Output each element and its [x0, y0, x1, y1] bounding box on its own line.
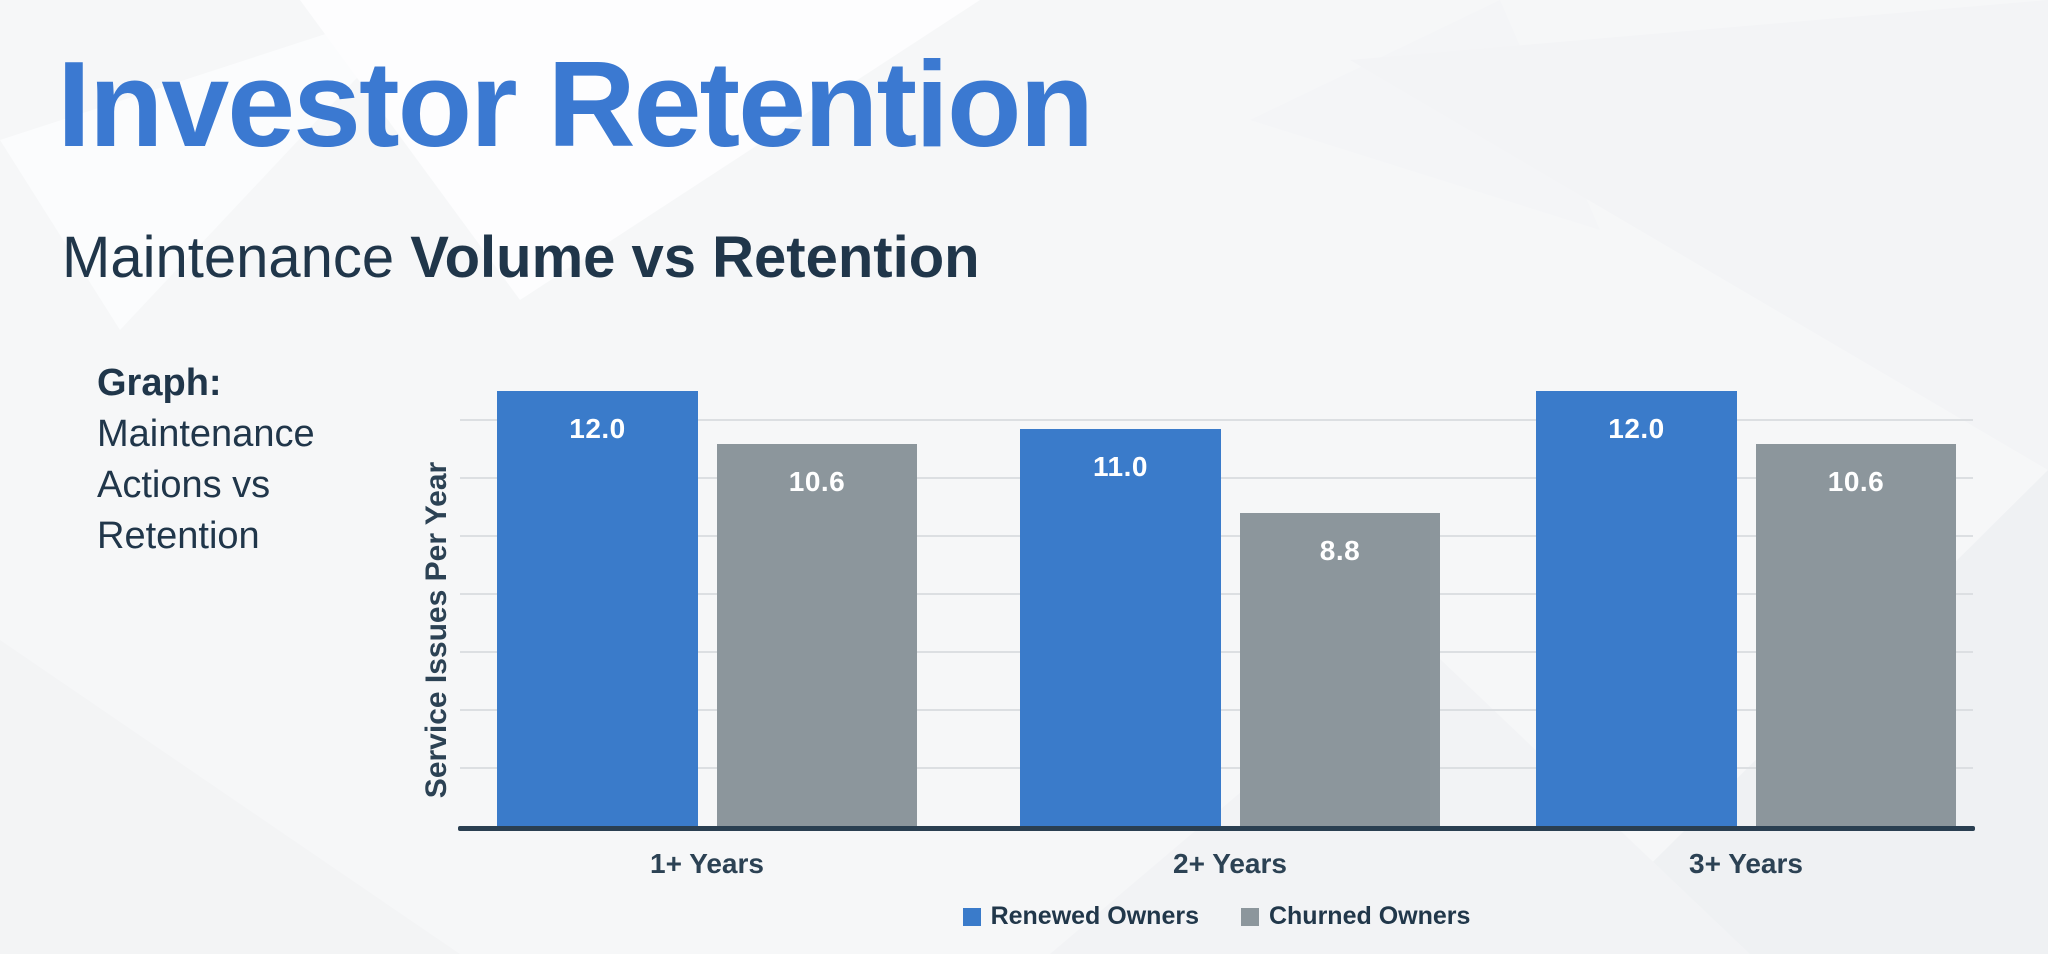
- y-axis-title: Service Issues Per Year: [420, 461, 453, 799]
- legend-label: Renewed Owners: [990, 902, 1199, 930]
- subtitle-bold-text: Volume vs Retention: [410, 225, 980, 290]
- page-title: Investor Retention: [57, 36, 1094, 172]
- x-axis-label: 3+ Years: [1689, 848, 1803, 879]
- gridline: [460, 419, 1973, 421]
- subtitle-regular-text: Maintenance: [62, 225, 411, 290]
- bar-value-label: 11.0: [1093, 451, 1148, 482]
- chart-caption-line: Retention: [97, 515, 260, 557]
- renewed-owners-bar: 12.0: [1536, 391, 1737, 827]
- renewed-owners-bar: 11.0: [1020, 429, 1221, 827]
- churned-owners-bar: 10.6: [1756, 444, 1956, 827]
- legend-swatch-icon: [1240, 907, 1259, 926]
- legend-item-renewed: Renewed Owners: [962, 902, 1199, 931]
- slide-subtitle: Maintenance Volume vs Retention: [62, 224, 980, 291]
- chart-caption-label: Graph:: [97, 362, 222, 404]
- x-axis-label: 2+ Years: [1173, 848, 1287, 879]
- bar-value-label: 12.0: [569, 413, 626, 444]
- bar-value-label: 8.8: [1319, 535, 1361, 566]
- churned-owners-bar: 10.6: [717, 444, 917, 827]
- legend-label: Churned Owners: [1268, 902, 1471, 930]
- legend: Renewed Owners Churned Owners: [460, 902, 1973, 931]
- chart-caption-line: Actions vs: [97, 464, 271, 506]
- renewed-owners-bar: 12.0: [497, 391, 698, 827]
- plot-area: 12.0 10.6 11.0 8.8 12.0 10.6: [460, 376, 1973, 827]
- bar-value-label: 10.6: [788, 466, 846, 497]
- chart-caption: Graph: Maintenance Actions vs Retention: [97, 358, 315, 562]
- legend-item-churned: Churned Owners: [1240, 902, 1471, 931]
- bar-value-label: 12.0: [1608, 413, 1665, 444]
- bar-value-label: 10.6: [1827, 466, 1885, 497]
- churned-owners-bar: 8.8: [1240, 513, 1440, 827]
- x-axis-line: [458, 826, 1975, 831]
- x-axis-label: 1+ Years: [650, 848, 764, 879]
- legend-swatch-icon: [962, 907, 981, 926]
- chart-caption-line: Maintenance: [97, 413, 315, 455]
